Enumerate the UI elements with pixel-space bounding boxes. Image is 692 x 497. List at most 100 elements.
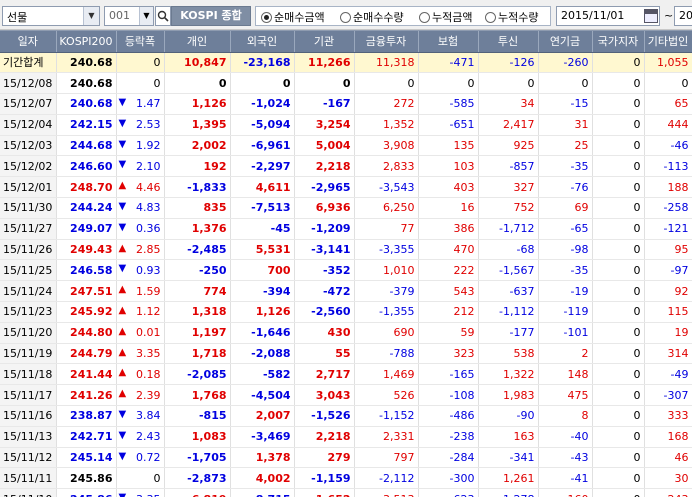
table-cell: 2,331 [354, 426, 419, 448]
table-cell: -1,112 [478, 301, 539, 323]
table-cell: 0 [592, 384, 645, 407]
change-value: 4.46 [136, 180, 161, 194]
radio-cumulative-amount[interactable]: 누적금액 [419, 9, 472, 25]
table-cell: 15/11/19 [0, 343, 57, 365]
chevron-down-icon[interactable]: ▼ [139, 7, 153, 25]
triangle-up-icon: ▲ [118, 284, 127, 296]
table-row[interactable]: 15/11/18 241.44 ▲ 0.18 -2,085 -582 2,717 1,469-… [0, 363, 692, 386]
table-cell: -126 [478, 52, 539, 74]
table-cell: 15/11/27 [0, 218, 57, 240]
table-cell: 15/11/18 [0, 363, 57, 386]
table-row[interactable]: 15/11/26 249.43 ▲ 2.85 -2,485 5,531 -3,141 -3,3… [0, 239, 692, 261]
table-row[interactable]: 15/11/19 244.79 ▲ 3.35 1,718 -2,088 55 -788 323 5… [0, 343, 692, 365]
table-cell: 2,833 [354, 155, 419, 178]
table-cell: -90 [478, 405, 539, 427]
calendar-icon[interactable] [644, 9, 658, 23]
column-header[interactable]: 등락폭 [116, 31, 165, 53]
table-cell: -250 [164, 259, 231, 282]
table-row[interactable]: 15/11/12 245.14 ▼ 0.72 -1,705 1,378 279 797 -284… [0, 447, 692, 469]
table-row[interactable]: 15/12/04 242.15 ▼ 2.53 1,395 -5,094 3,254 1,352… [0, 114, 692, 136]
market-select[interactable]: 선물 ▼ [2, 6, 100, 26]
radio-label: 누적금액 [432, 11, 473, 24]
start-date-value: 2015/11/01 [561, 9, 625, 22]
table-cell: 15/11/20 [0, 322, 57, 344]
table-cell: 1,718 [164, 343, 231, 365]
change-cell: ▼ 0.72 [116, 447, 165, 469]
change-cell: ▼ 4.83 [116, 197, 165, 219]
table-row[interactable]: 15/12/07 240.68 ▼ 1.47 1,126 -1,024 -167 272 -58… [0, 93, 692, 115]
code-input-value: 001 [109, 9, 130, 22]
table-cell: -238 [418, 426, 479, 448]
table-cell: -45 [230, 218, 295, 240]
table-row[interactable]: 15/12/01 248.70 ▲ 4.46 -1,833 4,611 -2,965 -3,5… [0, 176, 692, 199]
radio-unchecked-icon[interactable] [485, 11, 496, 23]
table-cell: 0 [354, 72, 419, 95]
radio-net-quantity[interactable]: 순매수수량 [340, 9, 404, 25]
table-row[interactable]: 15/11/11 245.86 0 -2,873 4,002 -1,159 -2,112 -3… [0, 467, 692, 490]
table-row[interactable]: 15/11/16 238.87 ▼ 3.84 -815 2,007 -1,526 -1,152… [0, 405, 692, 427]
table-row[interactable]: 15/11/17 241.26 ▲ 2.39 1,768 -4,504 3,043 526 -1… [0, 384, 692, 407]
column-header[interactable]: 투신 [478, 31, 539, 53]
table-cell: 기간합계 [0, 52, 57, 74]
column-header[interactable]: 외국인 [230, 31, 295, 53]
table-cell: 15/11/26 [0, 239, 57, 261]
end-date-input[interactable]: 2015/ [674, 6, 692, 26]
column-header[interactable]: 연기금 [538, 31, 593, 53]
table-row[interactable]: 15/12/02 246.60 ▼ 2.10 192 -2,297 2,218 2,833 10… [0, 155, 692, 178]
table-row[interactable]: 15/11/25 246.58 ▼ 0.93 -250 700 -352 1,010 222 -1… [0, 259, 692, 282]
radio-net-amount[interactable]: 순매수금액 [261, 9, 325, 25]
table-row[interactable]: 15/11/13 242.71 ▼ 2.43 1,083 -3,469 2,218 2,331… [0, 426, 692, 448]
table-row[interactable]: 15/11/20 244.80 ▲ 0.01 1,197 -1,646 430 690 59 -1… [0, 322, 692, 344]
radio-unchecked-icon[interactable] [340, 11, 351, 23]
table-cell: -3,141 [294, 239, 355, 261]
table-cell: 240.68 [56, 52, 117, 74]
table-cell: -3,355 [354, 239, 419, 261]
chevron-down-icon[interactable]: ▼ [83, 7, 99, 25]
start-date-input[interactable]: 2015/11/01 [556, 6, 660, 26]
table-cell: 1,395 [164, 114, 231, 136]
table-row[interactable]: 15/11/10245.86▼ 3.356,819-8,7151,6523,513… [0, 488, 692, 497]
code-input[interactable]: 001 ▼ [104, 6, 154, 26]
table-cell: 69 [538, 197, 593, 219]
table-cell: -471 [418, 52, 479, 74]
table-cell: 430 [294, 322, 355, 344]
triangle-up-icon: ▲ [118, 325, 127, 337]
table-cell: 59 [418, 322, 479, 344]
table-row[interactable]: 15/11/30 244.24 ▼ 4.83 835 -7,513 6,936 6,250 16… [0, 197, 692, 219]
table-row[interactable]: 15/11/24 247.51 ▲ 1.59 774 -394 -472 -379 543 -63… [0, 280, 692, 303]
table-cell: 246.60 [56, 155, 117, 178]
column-header[interactable]: KOSPI200 [56, 31, 117, 53]
table-cell: 15/11/17 [0, 384, 57, 407]
table-cell: 1,083 [164, 426, 231, 448]
display-mode-radio-group: 순매수금액 순매수수량 누적금액 누적수량 [255, 6, 551, 26]
radio-cumulative-quantity[interactable]: 누적수량 [485, 9, 538, 25]
table-row[interactable]: 15/11/27 249.07 ▼ 0.36 1,376 -45 -1,209 77 386 -1… [0, 218, 692, 240]
radio-unchecked-icon[interactable] [419, 11, 430, 23]
column-header[interactable]: 기타법인 [644, 31, 692, 53]
search-icon[interactable] [155, 6, 171, 26]
table-cell: 15/11/30 [0, 197, 57, 219]
column-header[interactable]: 일자 [0, 31, 57, 53]
radio-checked-icon[interactable] [261, 11, 272, 23]
change-value: 4.83 [136, 201, 161, 215]
table-cell: 240.68 [56, 72, 117, 95]
triangle-down-icon: ▼ [118, 159, 127, 171]
table-cell: 0 [592, 259, 645, 282]
table-cell: -121 [644, 218, 692, 240]
column-header[interactable]: 보험 [418, 31, 479, 53]
table-cell: 752 [478, 197, 539, 219]
column-header[interactable]: 기관 [294, 31, 355, 53]
table-cell: 11,318 [354, 52, 419, 74]
column-header[interactable]: 개인 [164, 31, 231, 53]
table-row[interactable]: 15/12/03 244.68 ▼ 1.92 2,002 -6,961 5,004 3,908… [0, 135, 692, 157]
column-header[interactable]: 국가지자 [592, 31, 645, 53]
table-row[interactable]: 15/12/08 240.68 0 0 0 0 0 0 0 0 0 0 [0, 72, 692, 95]
table-cell: 15/11/23 [0, 301, 57, 323]
change-value: 2.85 [136, 243, 161, 257]
table-cell: -165 [418, 363, 479, 386]
column-header[interactable]: 금융투자 [354, 31, 419, 53]
change-cell: 0 [116, 52, 165, 74]
table-row[interactable]: 기간합계 240.68 0 10,847 -23,168 11,266 11,318 -471… [0, 52, 692, 74]
table-row[interactable]: 15/11/23 245.92 ▲ 1.12 1,318 1,126 -2,560 -1,35… [0, 301, 692, 323]
change-cell: ▲ 2.85 [116, 239, 165, 261]
